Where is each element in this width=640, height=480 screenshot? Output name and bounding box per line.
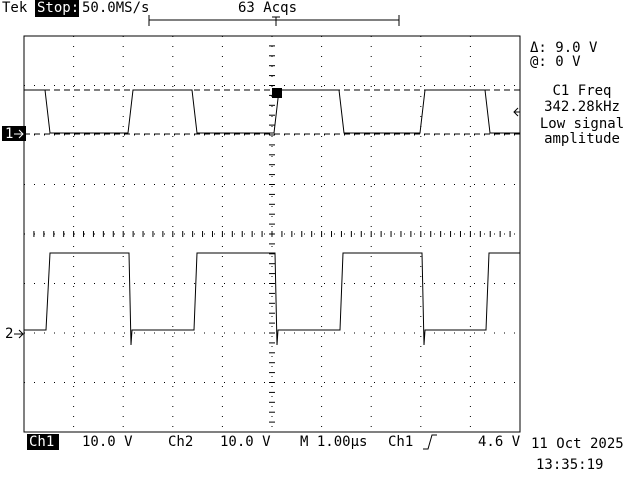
measure-arrow <box>513 107 520 117</box>
trigger-edge <box>423 434 437 450</box>
measure-label: C1 Freq <box>552 83 611 99</box>
measure-status: amplitude <box>544 131 620 147</box>
ch2-scale: 10.0 V <box>220 434 271 450</box>
time: 13:35:19 <box>536 457 603 473</box>
ch1-waveform <box>24 89 520 134</box>
timebase: M 1.00µs <box>300 434 367 450</box>
ch1-arrow <box>14 129 24 139</box>
trigger-marker <box>272 88 282 98</box>
measure-status: Low signal <box>540 116 624 132</box>
ch2-label: Ch2 <box>168 434 193 450</box>
trigger-level: 4.6 V <box>478 434 521 450</box>
ch2-waveform <box>24 252 520 346</box>
cursor-at: @: 0 V <box>530 54 581 70</box>
date: 11 Oct 2025 <box>531 436 624 452</box>
state: Stop: <box>37 0 79 16</box>
graticule <box>23 35 520 433</box>
ch2-marker: 2 <box>5 326 13 342</box>
ch2-arrow <box>14 329 24 339</box>
ch1-label-box <box>27 434 59 450</box>
state-box <box>35 0 79 17</box>
ch1-label: Ch1 <box>29 434 54 450</box>
ch1-scale: 10.0 V <box>82 434 133 450</box>
record-bracket <box>148 15 400 26</box>
brand: Tek <box>2 0 28 16</box>
measure-value: 342.28kHz <box>544 99 620 115</box>
ch1-marker: 1 <box>5 126 13 142</box>
trigger-source: Ch1 <box>388 434 413 450</box>
sample-rate: 50.0MS/s <box>82 0 149 16</box>
cursor-delta: Δ: 9.0 V <box>530 40 598 56</box>
graticule-border <box>23 35 521 433</box>
acquisitions: 63 Acqs <box>238 0 297 16</box>
